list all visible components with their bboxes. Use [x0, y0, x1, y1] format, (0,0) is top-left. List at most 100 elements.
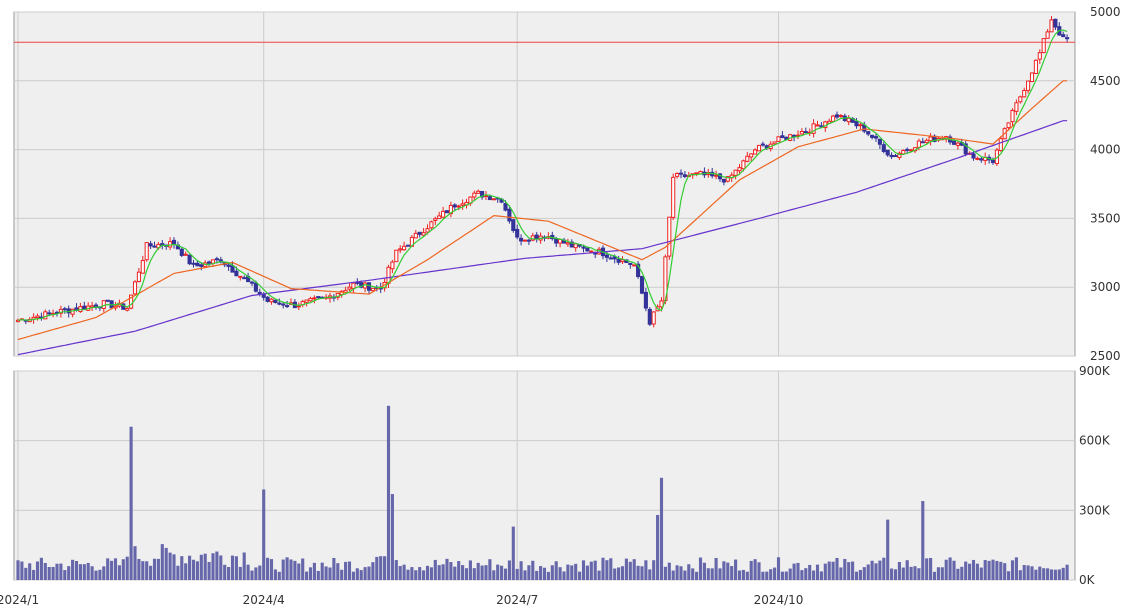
volume-bar: [55, 563, 59, 580]
volume-bar: [788, 568, 792, 580]
volume-bar: [909, 566, 913, 580]
volume-bar: [558, 567, 562, 580]
volume-bar: [554, 561, 558, 580]
volume-bar: [936, 567, 940, 580]
volume-bar: [605, 560, 609, 580]
volume-bar: [1010, 560, 1015, 580]
volume-bar: [979, 567, 983, 580]
volume-bar: [1014, 557, 1018, 580]
candle-body: [585, 247, 590, 252]
volume-bar: [215, 551, 219, 580]
volume-bar: [527, 565, 531, 580]
volume-bar: [913, 566, 917, 580]
candle-body: [359, 282, 364, 288]
volume-bar: [784, 571, 788, 580]
candle-body: [515, 228, 520, 238]
candle-body: [870, 134, 875, 138]
volume-bar: [117, 565, 121, 580]
candle-body: [998, 138, 1003, 151]
volume-bar: [414, 570, 418, 580]
volume-bar: [488, 559, 492, 580]
volume-bar: [531, 560, 535, 580]
volume-bar: [223, 564, 227, 580]
volume-bar: [862, 567, 866, 580]
volume-bar: [1053, 569, 1057, 580]
candle-body: [429, 221, 434, 229]
candle-body: [565, 242, 570, 245]
volume-bar: [312, 562, 316, 580]
candle-body: [905, 148, 910, 151]
candle-body: [1029, 72, 1035, 83]
volume-bar: [199, 554, 203, 580]
volume-bar: [1049, 569, 1054, 580]
volume-bar: [983, 560, 987, 580]
candle-body: [179, 248, 184, 256]
volume-bar: [82, 564, 86, 580]
volume-bar: [172, 554, 176, 580]
volume-bar: [457, 561, 461, 580]
volume-bar: [773, 567, 777, 580]
volume-bar: [925, 558, 929, 580]
volume-bar: [585, 565, 589, 580]
volume-bar: [308, 567, 313, 580]
price-axis-ticks: 2500 3000 3500 4000 4500 5000: [1090, 5, 1121, 363]
candle-body: [780, 135, 785, 138]
volume-bar: [523, 570, 527, 580]
candle-body: [226, 264, 231, 267]
volume-bar: [71, 559, 75, 580]
candle-body: [616, 258, 621, 263]
volume-bar: [792, 563, 796, 580]
volume-bar: [449, 562, 453, 580]
volume-bar: [812, 570, 816, 580]
candle-body: [858, 124, 863, 127]
volume-bar: [971, 559, 976, 580]
volume-bar: [870, 560, 874, 580]
volume-bar: [539, 566, 543, 580]
candle-body: [678, 172, 684, 175]
volume-bar: [262, 489, 266, 580]
volume-bar: [145, 561, 149, 580]
volume-bar: [500, 565, 504, 580]
volume-bar: [90, 566, 94, 580]
candle-body: [476, 190, 481, 194]
candle-body: [281, 303, 286, 306]
volume-bar: [305, 571, 309, 580]
volume-bar: [562, 571, 566, 580]
candle-body: [273, 299, 278, 303]
candle-body: [285, 305, 290, 308]
candle-body: [885, 149, 890, 156]
volume-bar: [67, 566, 71, 580]
volume-bar: [402, 564, 406, 580]
volume-bar: [589, 561, 593, 580]
candle-body: [725, 176, 730, 182]
candle-body: [979, 158, 984, 161]
candle-body: [491, 198, 496, 201]
candle-body: [238, 275, 243, 278]
volume-bar: [648, 569, 652, 580]
volume-bar: [20, 561, 24, 580]
volume-bar: [741, 569, 745, 580]
candle-body: [460, 203, 465, 206]
date-tick-label: 2024/7: [496, 593, 538, 607]
volume-bar: [492, 570, 496, 580]
volume-bar: [453, 566, 457, 580]
volume-bar: [1026, 565, 1030, 580]
volume-bar: [156, 558, 160, 580]
volume-bar: [351, 571, 355, 580]
volume-bar: [737, 570, 742, 580]
volume-bar: [581, 560, 586, 580]
volume-bar: [944, 559, 948, 580]
date-axis-ticks: 2024/1 2024/4 2024/7 2024/10: [0, 593, 803, 607]
volume-bar: [714, 557, 718, 580]
volume-bar: [652, 560, 656, 580]
volume-bar: [656, 514, 660, 580]
volume-bar: [671, 570, 675, 580]
volume-bar: [858, 569, 862, 580]
volume-bar: [301, 558, 305, 580]
volume-bar: [324, 566, 328, 580]
volume-bar: [344, 561, 348, 580]
candle-body: [749, 153, 754, 158]
volume-bar: [644, 560, 648, 580]
volume-bar: [328, 567, 332, 580]
volume-bar: [254, 567, 258, 580]
